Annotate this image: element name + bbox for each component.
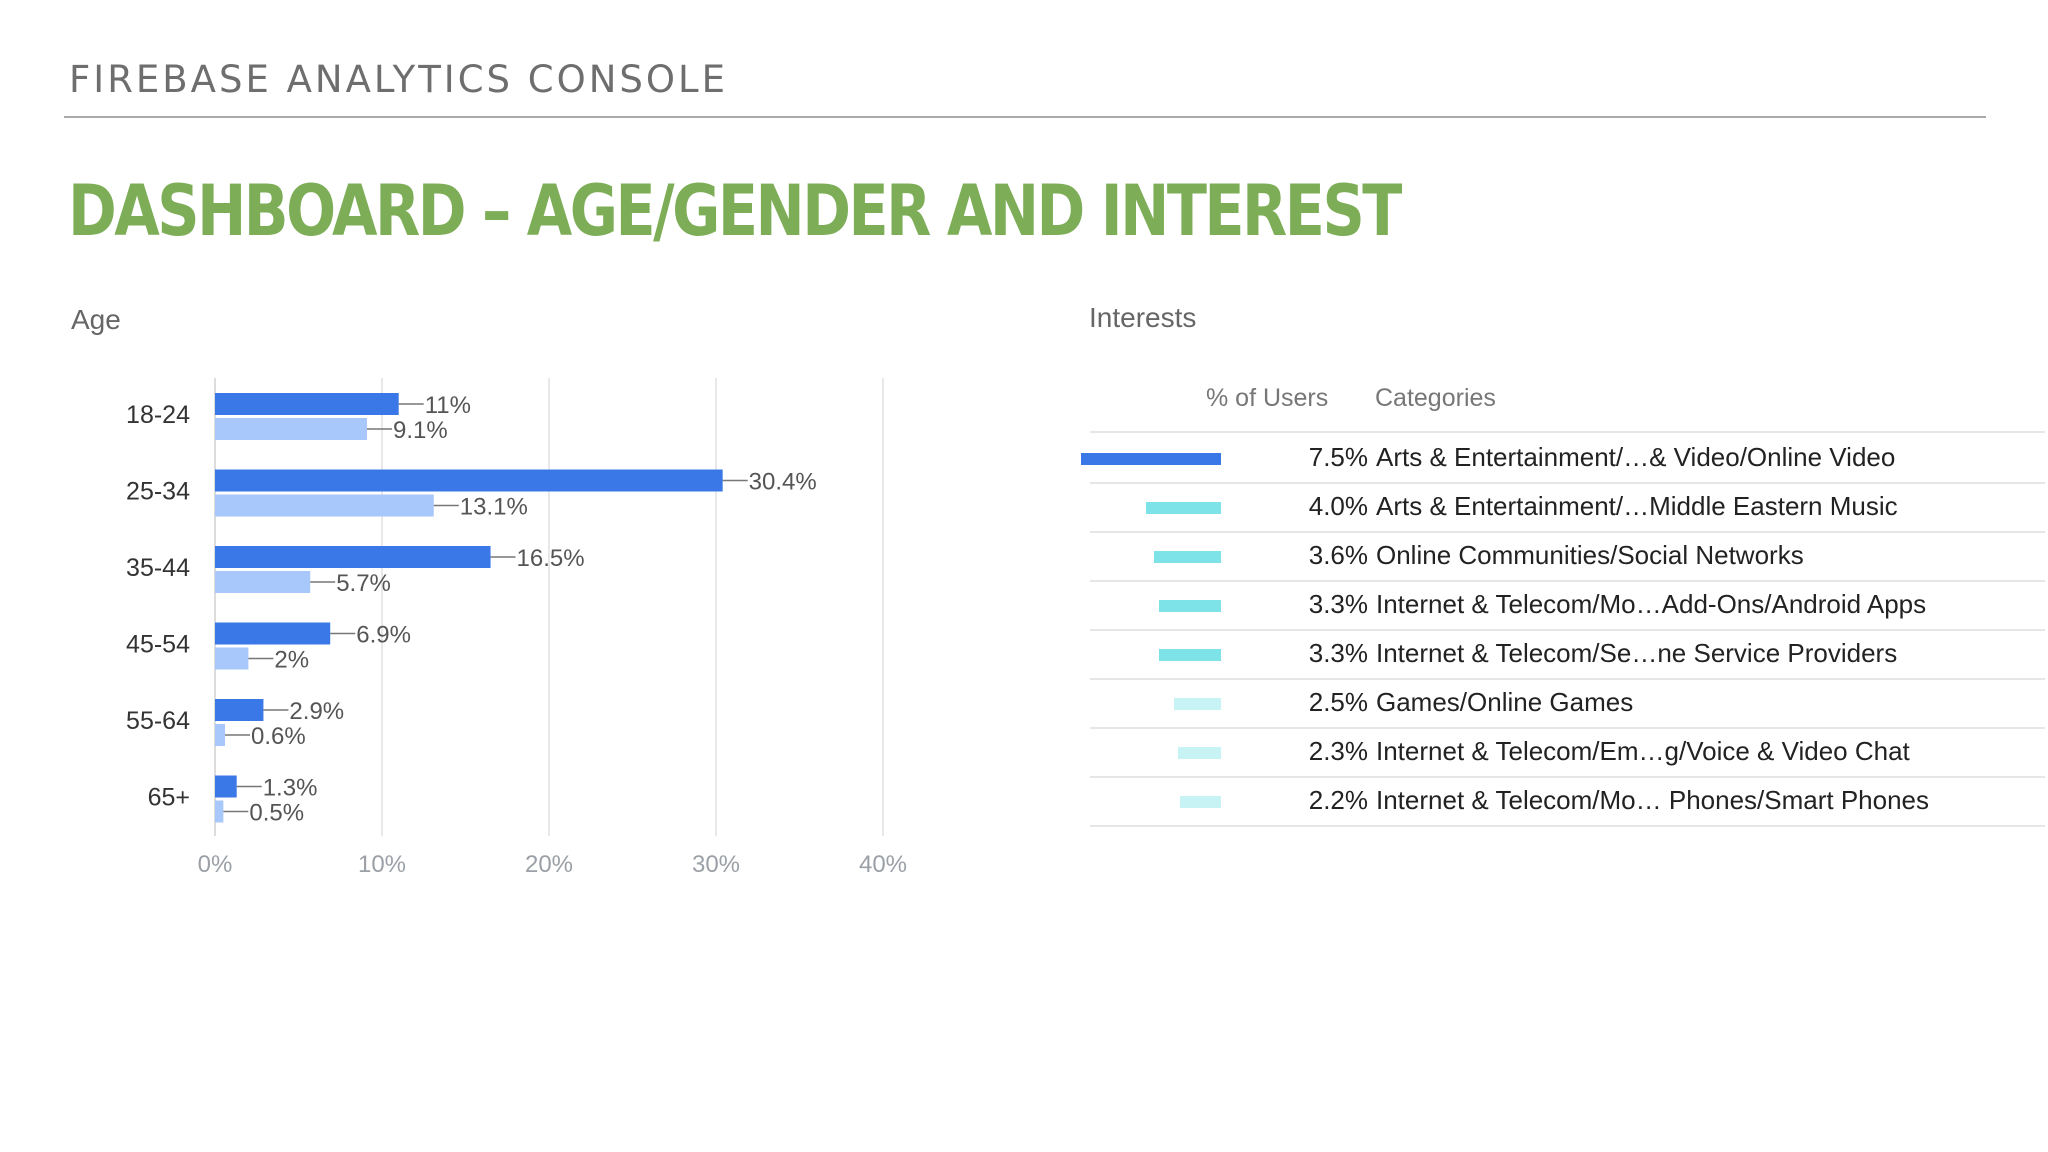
- age-bar-chart: 0% 10% 20% 30% 40% 18-24 11%9.1% 25-34 30.4% 13.1…: [126, 378, 907, 878]
- age-data-label: 2%: [274, 647, 309, 674]
- age-category-label: 18-24: [126, 401, 190, 429]
- interest-bar: [1178, 747, 1221, 759]
- interest-pct: 4.0%: [1308, 491, 1368, 521]
- interest-pct: 2.3%: [1308, 736, 1368, 766]
- age-data-label: 11%: [425, 392, 471, 419]
- age-data-label: 0.6%: [251, 723, 306, 750]
- interest-pct: 2.5%: [1308, 687, 1368, 717]
- interest-bar: [1153, 551, 1221, 563]
- age-bar: [215, 494, 434, 517]
- dashboard-title: DASHBOARD – AGE/GENDER AND INTEREST: [68, 170, 1402, 252]
- interest-row: 2.3% Internet & Telecom/Em…g/Voice & Vide…: [1090, 727, 2045, 778]
- interest-row: 2.2% Internet & Telecom/Mo… Phones/Smart …: [1090, 776, 2045, 827]
- age-bar: [215, 800, 224, 823]
- interest-bar: [1179, 796, 1221, 808]
- age-category-label: 55-64: [126, 707, 190, 735]
- age-category-label: 35-44: [126, 554, 190, 582]
- age-data-label: 6.9%: [356, 622, 411, 649]
- age-bar: [215, 622, 331, 645]
- interest-pct: 2.2%: [1308, 785, 1368, 815]
- age-data-label: 13.1%: [460, 494, 528, 521]
- x-tick-label: 0%: [198, 851, 233, 878]
- interest-category: Online Communities/Social Networks: [1376, 540, 1804, 570]
- age-data-label: 16.5%: [517, 545, 585, 572]
- interest-category: Arts & Entertainment/…& Video/Online Vid…: [1376, 442, 1896, 472]
- age-data-label: 30.4%: [749, 469, 817, 496]
- interest-pct: 3.6%: [1308, 540, 1368, 570]
- interests-header-divider: [1090, 431, 2045, 433]
- interest-bar: [1081, 453, 1221, 465]
- interest-pct: 3.3%: [1308, 638, 1368, 668]
- age-data-label: 5.7%: [336, 570, 391, 597]
- interest-pct: 3.3%: [1308, 589, 1368, 619]
- interest-bar: [1174, 698, 1221, 710]
- interest-category: Internet & Telecom/Em…g/Voice & Video Ch…: [1376, 736, 1910, 766]
- age-category-label: 65+: [148, 784, 190, 812]
- age-bar: [215, 647, 249, 670]
- header-divider: [64, 116, 1986, 118]
- interest-category: Internet & Telecom/Mo… Phones/Smart Phon…: [1376, 785, 1930, 815]
- x-tick-label: 40%: [859, 851, 907, 878]
- interest-bar: [1159, 600, 1221, 612]
- age-bar: [215, 418, 367, 440]
- interest-pct: 7.5%: [1308, 442, 1368, 472]
- age-panel-label: Age: [71, 304, 121, 335]
- age-bar: [215, 393, 399, 415]
- interest-row: 7.5% Arts & Entertainment/…& Video/Online…: [1081, 433, 2045, 484]
- interest-bar: [1146, 502, 1221, 514]
- age-data-label: 1.3%: [263, 775, 318, 802]
- age-bar: [215, 469, 723, 492]
- age-data-label: 0.5%: [249, 800, 304, 827]
- interest-bar: [1159, 649, 1221, 661]
- age-category-label: 45-54: [126, 631, 190, 659]
- age-category-label: 25-34: [126, 478, 190, 506]
- age-bar: [215, 571, 311, 593]
- interest-category: Games/Online Games: [1376, 687, 1634, 717]
- interest-row: 3.3% Internet & Telecom/Se…ne Service Pro…: [1090, 629, 2045, 680]
- console-title: FIREBASE ANALYTICS CONSOLE: [69, 58, 729, 101]
- age-bar: [215, 775, 237, 798]
- age-data-label: 9.1%: [393, 417, 448, 444]
- x-tick-label: 10%: [358, 851, 406, 878]
- categories-column-header: Categories: [1375, 384, 1496, 412]
- x-tick-label: 30%: [692, 851, 740, 878]
- age-data-label: 2.9%: [289, 698, 344, 725]
- interest-row: 4.0% Arts & Entertainment/…Middle Eastern…: [1090, 482, 2045, 533]
- age-bar: [215, 724, 226, 746]
- age-bar: [215, 699, 264, 721]
- interests-panel-label: Interests: [1089, 302, 1197, 333]
- interest-category: Arts & Entertainment/…Middle Eastern Mus…: [1376, 491, 1898, 521]
- interest-row: 3.6% Online Communities/Social Networks: [1090, 531, 2045, 582]
- interest-category: Internet & Telecom/Mo…Add-Ons/Android Ap…: [1376, 589, 1927, 619]
- age-bar: [215, 546, 491, 568]
- interest-category: Internet & Telecom/Se…ne Service Provide…: [1376, 638, 1898, 668]
- interest-row: 2.5% Games/Online Games: [1090, 678, 2045, 729]
- interest-row: 3.3% Internet & Telecom/Mo…Add-Ons/Androi…: [1090, 580, 2045, 631]
- pct-users-column-header: % of Users: [1206, 384, 1329, 412]
- x-tick-label: 20%: [525, 851, 573, 878]
